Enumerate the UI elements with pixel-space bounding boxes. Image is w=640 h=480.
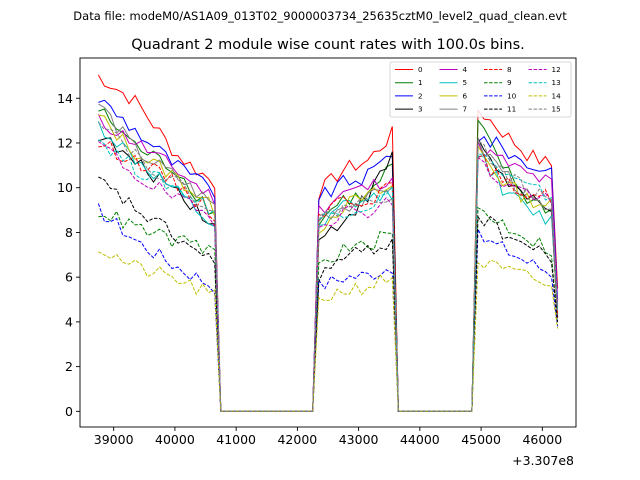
x-tick-label: 46000 bbox=[522, 432, 562, 447]
legend-label-2: 2 bbox=[418, 91, 423, 100]
x-tick-label: 39000 bbox=[94, 432, 134, 447]
y-tick-label: 0 bbox=[65, 404, 73, 419]
series-line-3 bbox=[98, 137, 559, 412]
legend-label-11: 11 bbox=[507, 105, 516, 114]
legend-label-5: 5 bbox=[463, 78, 468, 87]
legend-label-12: 12 bbox=[552, 65, 561, 74]
series-line-6 bbox=[98, 114, 559, 412]
plot-lines bbox=[97, 74, 559, 412]
series-line-9 bbox=[98, 206, 559, 412]
x-tick-label: 42000 bbox=[277, 432, 317, 447]
x-tick-label: 45000 bbox=[461, 432, 501, 447]
legend-label-8: 8 bbox=[507, 65, 512, 74]
y-tick-label: 4 bbox=[65, 314, 73, 329]
series-line-11 bbox=[98, 176, 559, 412]
legend-label-3: 3 bbox=[418, 105, 423, 114]
legend-label-0: 0 bbox=[418, 65, 423, 74]
y-tick-label: 8 bbox=[65, 225, 73, 240]
legend-box bbox=[389, 61, 572, 118]
axes: 39000 40000 41000 42000 43000 44000 45000 46000… bbox=[57, 57, 577, 447]
y-tick-label: 2 bbox=[65, 359, 73, 374]
series-line-12 bbox=[98, 141, 559, 412]
x-offset-label: +3.307e8 bbox=[512, 453, 574, 468]
series-line-14 bbox=[98, 251, 559, 412]
y-tick-label: 6 bbox=[65, 270, 73, 285]
x-tick-label: 44000 bbox=[400, 432, 440, 447]
series-line-10 bbox=[97, 203, 559, 412]
legend-label-13: 13 bbox=[552, 78, 561, 87]
series-line-7 bbox=[98, 103, 559, 412]
legend-label-4: 4 bbox=[463, 65, 468, 74]
series-line-8 bbox=[98, 140, 559, 412]
series-line-15 bbox=[98, 122, 559, 412]
legend-label-9: 9 bbox=[507, 78, 512, 87]
x-tick-label: 43000 bbox=[339, 432, 379, 447]
chart-title: Quadrant 2 module wise count rates with … bbox=[131, 37, 525, 53]
data-file-label: Data file: modeM0/AS1A09_013T02_90000037… bbox=[73, 9, 567, 23]
legend-label-14: 14 bbox=[552, 91, 562, 100]
legend-label-10: 10 bbox=[507, 91, 517, 100]
y-tick-label: 12 bbox=[57, 135, 73, 150]
legend-label-6: 6 bbox=[463, 91, 468, 100]
series-line-2 bbox=[98, 99, 559, 412]
y-tick-label: 10 bbox=[57, 180, 73, 195]
series-line-4 bbox=[97, 114, 559, 412]
series-line-13 bbox=[98, 139, 559, 412]
legend-label-7: 7 bbox=[463, 105, 468, 114]
plot-frame bbox=[79, 57, 577, 428]
x-tick-label: 41000 bbox=[216, 432, 256, 447]
legend-label-1: 1 bbox=[418, 78, 423, 87]
y-tick-label: 14 bbox=[57, 91, 73, 106]
x-tick-label: 40000 bbox=[155, 432, 195, 447]
legend-label-15: 15 bbox=[552, 105, 561, 114]
